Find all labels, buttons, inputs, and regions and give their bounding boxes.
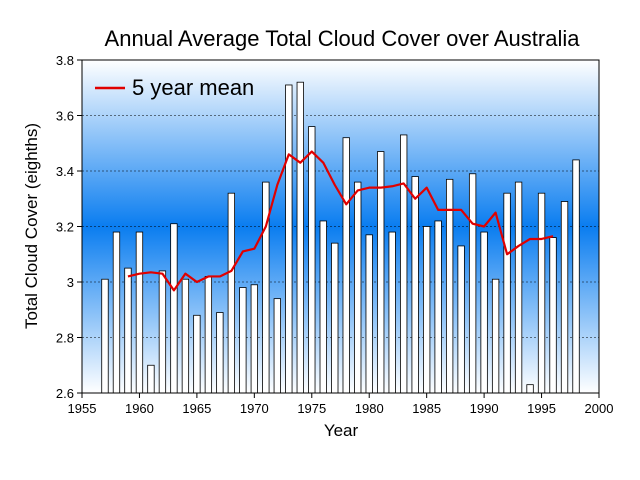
- bar: [216, 312, 224, 394]
- bar: [135, 231, 144, 394]
- x-tick-label: 1985: [412, 401, 441, 416]
- bar: [273, 298, 281, 394]
- bar: [239, 287, 247, 394]
- bar: [285, 84, 293, 394]
- x-tick-label: 1960: [125, 401, 154, 416]
- bar: [331, 242, 339, 394]
- bar: [388, 231, 396, 394]
- bar: [101, 278, 109, 394]
- legend-label-5-year-mean: 5 year mean: [132, 75, 254, 100]
- bar: [572, 159, 580, 394]
- x-axis-label: Year: [324, 421, 359, 440]
- legend: 5 year mean: [95, 75, 254, 100]
- bar: [181, 278, 190, 394]
- x-tick-label: 2000: [585, 401, 614, 416]
- plot-background: [82, 60, 599, 393]
- bar: [354, 181, 362, 394]
- bar: [537, 192, 546, 394]
- bar: [549, 237, 557, 394]
- y-tick-label: 2.6: [56, 386, 74, 401]
- bar: [193, 314, 201, 394]
- bar: [411, 176, 419, 394]
- y-tick-label: 3.6: [56, 109, 74, 124]
- y-axis-label: Total Cloud Cover (eighths): [22, 123, 41, 329]
- bar: [468, 173, 477, 394]
- bar: [480, 231, 488, 394]
- y-tick-label: 3.2: [56, 220, 74, 235]
- bar: [112, 231, 121, 394]
- y-tick-label: 3: [67, 275, 74, 290]
- chart-title: Annual Average Total Cloud Cover over Au…: [105, 26, 581, 51]
- bar: [526, 384, 534, 394]
- bar: [308, 126, 316, 394]
- bar: [227, 192, 236, 394]
- x-axis-ticks: 1955 1960 1965 1970 1975 1980 1985 1990 1995 2000: [68, 393, 614, 416]
- bar: [342, 137, 350, 394]
- bar: [204, 276, 213, 394]
- y-tick-label: 3.4: [56, 164, 74, 179]
- bar: [296, 81, 304, 394]
- y-tick-label: 2.8: [56, 331, 74, 346]
- bar: [560, 201, 569, 394]
- bar: [434, 220, 442, 394]
- x-tick-label: 1975: [297, 401, 326, 416]
- bar: [124, 267, 132, 394]
- y-axis-ticks: 2.6 2.8 3 3.2 3.4 3.6 3.8: [56, 53, 82, 401]
- bar: [250, 284, 258, 394]
- bar: [262, 181, 270, 394]
- bar: [423, 226, 431, 394]
- mean-line-series: [127, 150, 554, 292]
- bar: [365, 234, 373, 394]
- y-tick-label: 3.8: [56, 53, 74, 68]
- x-tick-label: 1955: [68, 401, 97, 416]
- bar: [400, 134, 408, 394]
- x-tick-label: 1965: [182, 401, 211, 416]
- bar: [147, 364, 155, 394]
- bar: [445, 178, 454, 394]
- x-tick-label: 1980: [355, 401, 384, 416]
- x-tick-label: 1990: [470, 401, 499, 416]
- bar: [503, 192, 511, 394]
- bar: [491, 278, 500, 394]
- x-tick-label: 1995: [527, 401, 556, 416]
- bar: [158, 270, 167, 394]
- bar: [514, 181, 523, 394]
- bar: [170, 223, 178, 394]
- mean-line: [127, 150, 554, 292]
- bar: [319, 220, 327, 394]
- bar: [457, 245, 465, 394]
- x-tick-label: 1970: [240, 401, 269, 416]
